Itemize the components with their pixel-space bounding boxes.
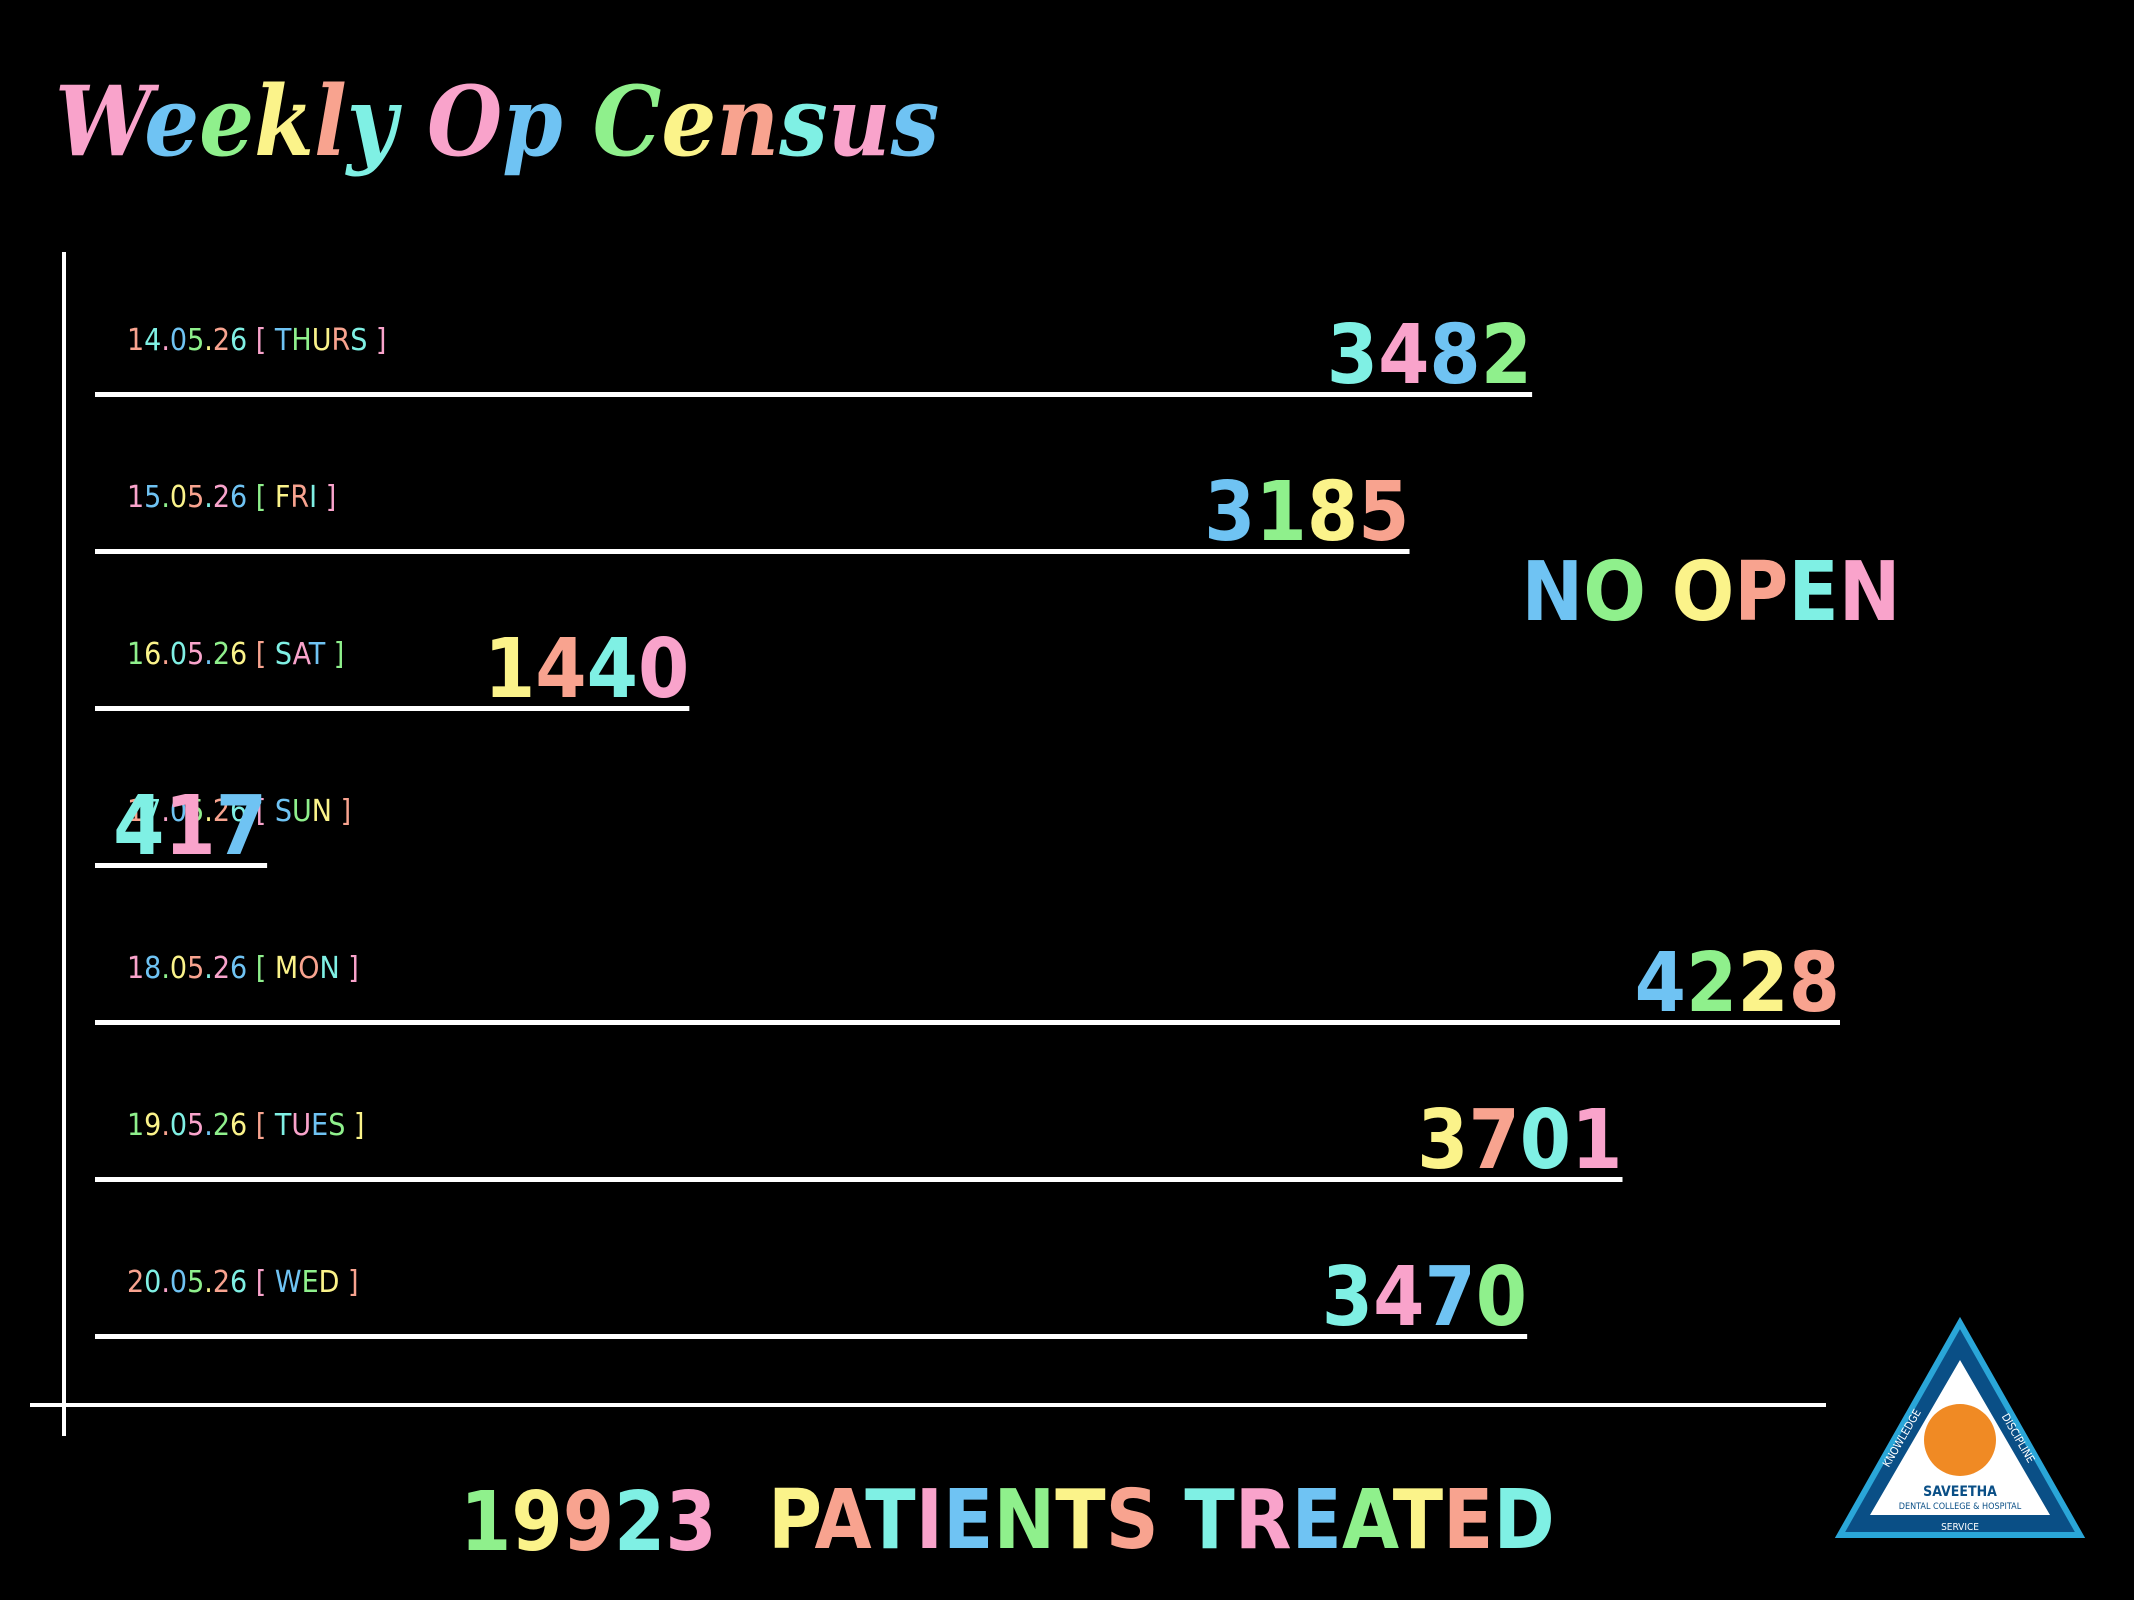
value-label: 1440 [484,622,689,717]
category-label: 16.05.26 [ SAT ] [127,637,344,672]
category-label: 17.05.26 [ SUN ] [127,794,351,829]
bar [95,549,1410,554]
bar [95,1177,1623,1182]
chart-title: Weekly Op Census [55,65,939,178]
total-label: PATIENTS TREATED [768,1473,1555,1568]
category-label: 20.05.26 [ WED ] [127,1265,359,1300]
category-label: 15.05.26 [ FRI ] [127,480,336,515]
logo-text: DENTAL COLLEGE & HOSPITAL [1899,1502,2022,1512]
value-label: 3701 [1417,1093,1622,1188]
annotation: NO OPEN [1521,545,1900,640]
value-label: 3470 [1322,1250,1527,1345]
bar [95,1334,1528,1339]
category-label: 14.05.26 [ THURS ] [127,323,386,358]
logo-text: SERVICE [1941,1522,1979,1533]
value-label: 3482 [1327,308,1532,403]
bar [95,706,690,711]
value-label: 3185 [1204,465,1409,560]
bar [95,1020,1840,1025]
logo-emblem [1924,1404,1996,1476]
value-label: 417 [113,779,267,874]
bar [95,863,268,868]
total: 19923 [460,1475,717,1570]
bar [95,392,1533,397]
value-label: 4228 [1635,936,1840,1031]
logo-text: SAVEETHA [1923,1484,1997,1500]
logo: KNOWLEDGE DISCIPLINE SAVEETHA DENTAL COL… [1834,1316,2086,1538]
category-label: 19.05.26 [ TUES ] [127,1108,364,1143]
category-label: 18.05.26 [ MON ] [127,951,359,986]
